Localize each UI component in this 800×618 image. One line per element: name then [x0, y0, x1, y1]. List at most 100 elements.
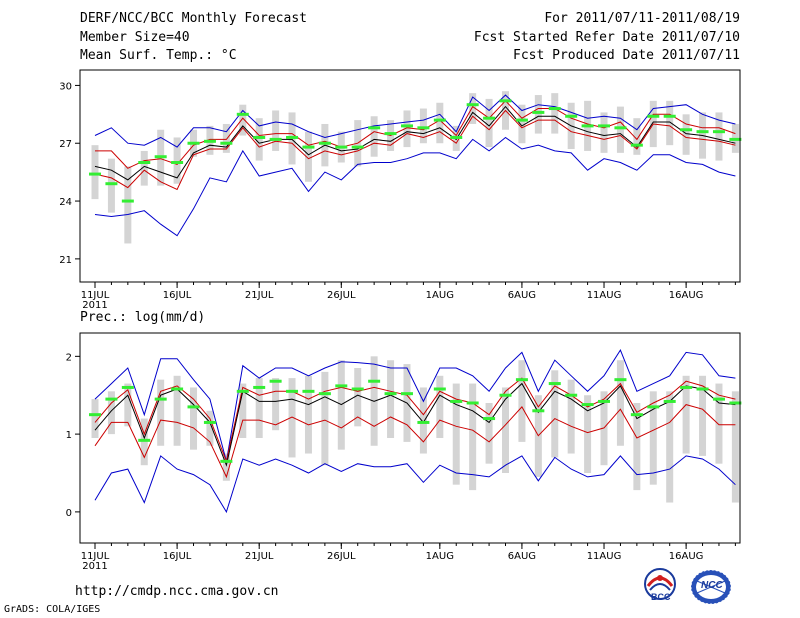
temp-spread-bar	[682, 114, 690, 155]
temp-x-tick-label: 21JUL	[245, 290, 274, 301]
temp-x-tick-label: 11JUL	[81, 290, 110, 301]
precipitation-chart: 0 1 2 11JUL 16JUL 21JUL 26JUL 1AUG 6AUG 11AUG 16AU…	[66, 332, 742, 572]
temp-series-p25-line	[94, 109, 736, 191]
precip-spread-bar	[222, 453, 230, 481]
precip-x-tick-label: 16JUL	[163, 551, 192, 562]
temperature-variable-label: Mean Surf. Temp.: °C	[80, 48, 237, 63]
temp-spread-bar	[107, 158, 115, 213]
precip-series-p25-line	[94, 404, 736, 479]
precip-spread-bar	[288, 378, 296, 458]
precip-spread-bar	[124, 383, 132, 427]
precip-series-min-line	[94, 455, 736, 514]
temp-spread-bar	[403, 110, 411, 148]
precip-spread-bar	[633, 403, 641, 491]
bcc-logo-text: BCC	[651, 592, 671, 602]
temp-spread-bar	[222, 123, 230, 153]
temp-spread-bar	[633, 118, 641, 155]
precip-spread-bar	[666, 391, 674, 503]
forecast-start-date-label: Fcst Started Refer Date 2011/07/10	[473, 30, 740, 45]
temp-x-tick-label: 16JUL	[163, 290, 192, 301]
temp-y-tick-label: 30	[59, 81, 72, 92]
precip-x-tick-label: 11AUG	[587, 551, 622, 562]
temp-spread-bar	[715, 112, 723, 161]
precip-x-year-label: 2011	[82, 561, 107, 572]
temp-x-tick-label: 16AUG	[669, 290, 704, 301]
temp-spread-bar	[534, 95, 542, 134]
temp-spread-bar	[518, 104, 526, 144]
ncc-logo: NCC	[688, 567, 734, 607]
precip-x-tick-label: 26JUL	[327, 551, 356, 562]
precip-spread-bar	[387, 360, 395, 438]
temp-spread-bar	[551, 93, 559, 134]
precip-spread-bar	[452, 383, 460, 485]
temp-y-tick-label: 21	[59, 255, 72, 266]
temp-spread-bar	[436, 102, 444, 144]
precip-spread-bar	[304, 375, 312, 454]
precip-x-tick-label: 11JUL	[81, 551, 110, 562]
precip-x-tick-label: 6AUG	[508, 551, 536, 562]
precip-spread-bar	[682, 375, 690, 454]
precip-y-tick-label: 2	[66, 352, 72, 363]
precip-spread-bar	[354, 368, 362, 427]
temp-spread-bar	[239, 104, 247, 136]
precip-x-tick-label: 1AUG	[426, 551, 454, 562]
temp-series-mean-line	[94, 105, 736, 181]
precip-spread-bar	[567, 379, 575, 454]
temp-x-tick-label: 1AUG	[426, 290, 454, 301]
ncc-logo-icon	[690, 569, 732, 605]
temp-y-tick-label: 27	[59, 139, 72, 150]
chart-title: DERF/NCC/BCC Monthly Forecast	[80, 11, 307, 26]
ncc-logo-text: NCC	[701, 580, 723, 591]
temp-plot-frame	[79, 69, 741, 283]
temp-spread-bar	[140, 150, 148, 186]
precip-series-mean-line	[94, 382, 736, 467]
precip-spread-bar	[731, 391, 739, 503]
precip-plot-frame	[79, 332, 741, 544]
forecast-produced-date-label: Fcst Produced Date 2011/07/11	[513, 48, 740, 63]
bcc-logo: BCC	[640, 566, 686, 606]
website-url[interactable]: http://cmdp.ncc.cma.gov.cn	[75, 584, 279, 599]
precip-spread-bar	[419, 387, 427, 454]
precip-y-tick-label: 1	[66, 430, 72, 441]
precip-spread-bar	[649, 391, 657, 485]
temp-x-year-label: 2011	[82, 300, 107, 311]
member-size-label: Member Size=40	[80, 30, 190, 45]
precip-y-tick-label: 0	[66, 508, 72, 519]
temp-x-tick-label: 26JUL	[327, 290, 356, 301]
precipitation-variable-label: Prec.: log(mm/d)	[80, 310, 206, 325]
precip-spread-bar	[699, 375, 707, 456]
precip-spread-bar	[173, 375, 181, 446]
temp-spread-bar	[469, 93, 477, 124]
precip-spread-bar	[272, 378, 280, 431]
precip-spread-bar	[107, 391, 115, 435]
precip-spread-bar	[436, 375, 444, 438]
grads-credit: GrADS: COLA/IGES	[4, 604, 101, 615]
precip-series-max-line	[94, 349, 736, 462]
temp-series-max-line	[94, 94, 736, 148]
precip-spread-bar	[140, 418, 148, 466]
precip-spread-bar	[239, 383, 247, 438]
temp-series-min-line	[94, 136, 736, 237]
temperature-chart: 21 24 27 30 11JUL 16JUL 21JUL 26JUL 1AUG 6AUG 11AU…	[59, 69, 742, 311]
temp-spread-bar	[666, 100, 674, 146]
temp-series-p75-line	[95, 100, 736, 169]
temp-spread-bar	[255, 118, 263, 161]
temp-x-tick-label: 11AUG	[587, 290, 622, 301]
temp-x-tick-label: 6AUG	[508, 290, 536, 301]
precip-x-tick-label: 21JUL	[245, 551, 274, 562]
bcc-logo-icon	[644, 568, 676, 600]
temp-spread-bar	[419, 108, 427, 144]
precip-series-p75-line	[94, 377, 736, 464]
precip-spread-bar	[321, 371, 329, 466]
precip-spread-bar	[157, 379, 165, 446]
temp-spread-bar	[370, 116, 378, 157]
precip-spread-bar	[518, 360, 526, 442]
temp-spread-bar	[272, 110, 280, 151]
precip-spread-bar	[206, 410, 214, 446]
precip-x-tick-label: 16AUG	[669, 551, 704, 562]
precip-spread-bar	[190, 387, 198, 450]
precip-spread-bar	[551, 370, 559, 458]
temp-spread-bar	[485, 98, 493, 148]
temp-spread-bar	[124, 166, 132, 244]
